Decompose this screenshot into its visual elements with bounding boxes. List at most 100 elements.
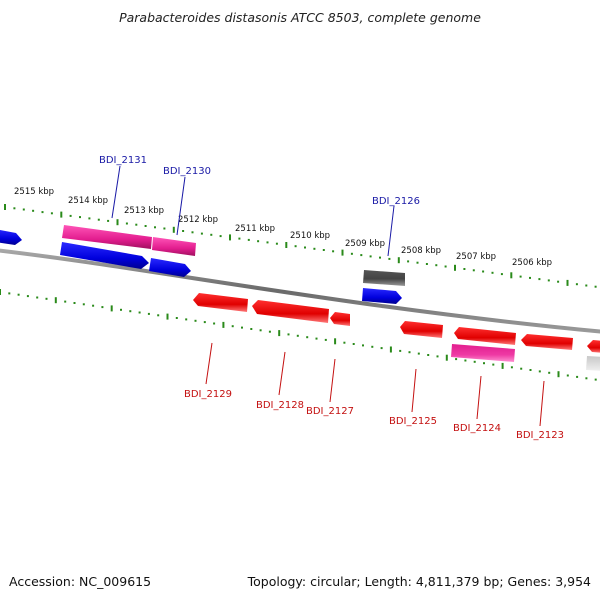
gene-label[interactable]: BDI_2127 <box>306 406 354 417</box>
red-cds-arrow[interactable] <box>252 300 329 323</box>
minor-tick <box>371 345 374 348</box>
gene-label[interactable]: BDI_2131 <box>99 155 147 166</box>
label-line <box>278 351 286 396</box>
gene-label[interactable]: BDI_2125 <box>389 416 437 427</box>
lower-tick-track <box>0 289 597 381</box>
minor-tick <box>352 343 355 345</box>
minor-tick <box>380 347 383 350</box>
minor-tick <box>92 304 95 307</box>
red-cds-arrow[interactable] <box>193 293 248 312</box>
pink-feature[interactable] <box>451 344 515 362</box>
red-cds-arrow[interactable] <box>454 327 516 345</box>
blue-cds-arrow[interactable] <box>362 288 402 304</box>
minor-tick <box>324 338 327 341</box>
minor-tick <box>69 214 72 217</box>
minor-tick <box>304 246 306 249</box>
major-tick <box>285 242 288 248</box>
major-tick <box>60 211 63 218</box>
minor-tick <box>575 283 578 286</box>
reverse-cds-track <box>193 293 600 353</box>
minor-tick <box>557 280 560 283</box>
minor-tick <box>88 217 91 220</box>
scale-labels: 2515 kbp 2514 kbp 2513 kbp 2512 kbp 2511… <box>14 187 552 268</box>
major-tick <box>278 330 281 337</box>
gene-label[interactable]: BDI_2126 <box>372 196 420 207</box>
gene-label[interactable]: BDI_2128 <box>256 400 304 411</box>
gene-labels-bottom: BDI_2129 BDI_2128 BDI_2127 BDI_2125 BDI_… <box>184 389 564 441</box>
gene-label[interactable]: BDI_2123 <box>516 430 564 441</box>
major-tick <box>501 362 504 369</box>
minor-tick <box>427 354 430 356</box>
forward-cds-track <box>0 229 402 304</box>
minor-tick <box>125 222 128 225</box>
minor-tick <box>416 261 419 264</box>
major-tick <box>557 371 560 378</box>
gray-feature[interactable] <box>363 270 405 286</box>
minor-tick <box>36 296 39 299</box>
major-tick <box>566 279 569 286</box>
blue-cds-arrow[interactable] <box>0 229 22 245</box>
minor-tick <box>32 209 35 212</box>
scale-label: 2514 kbp <box>68 196 108 206</box>
minor-tick <box>129 310 132 313</box>
minor-tick <box>231 325 234 328</box>
minor-tick <box>163 227 166 230</box>
label-line <box>111 165 121 219</box>
gene-label[interactable]: BDI_2124 <box>453 423 501 434</box>
label-line <box>539 380 545 427</box>
minor-tick <box>417 352 420 355</box>
minor-tick <box>219 235 222 238</box>
minor-tick <box>435 264 438 267</box>
major-tick <box>222 321 225 328</box>
gene-label[interactable]: BDI_2129 <box>184 389 232 400</box>
minor-tick <box>200 232 203 235</box>
minor-tick <box>594 378 597 381</box>
minor-tick <box>322 249 325 251</box>
major-tick <box>389 346 392 353</box>
minor-tick <box>238 237 241 240</box>
label-line <box>205 342 213 385</box>
minor-tick <box>407 260 410 263</box>
major-tick <box>341 249 344 256</box>
scale-label: 2506 kbp <box>512 258 552 268</box>
genome-summary-text: Topology: circular; Length: 4,811,379 bp… <box>247 574 591 589</box>
minor-tick <box>472 269 475 272</box>
red-cds-arrow[interactable] <box>330 312 350 326</box>
minor-tick <box>203 321 206 324</box>
pink-feature[interactable] <box>152 237 196 256</box>
minor-tick <box>408 351 411 354</box>
scale-label: 2509 kbp <box>345 239 385 249</box>
major-tick <box>0 289 1 295</box>
red-cds-arrow[interactable] <box>400 321 443 338</box>
red-cds-arrow[interactable] <box>521 334 573 350</box>
minor-tick <box>259 329 262 332</box>
map-title: Parabacteroides distasonis ATCC 8503, co… <box>119 10 481 25</box>
minor-tick <box>436 355 439 358</box>
major-tick <box>172 226 175 233</box>
major-tick <box>4 204 6 210</box>
scale-label: 2507 kbp <box>456 252 496 262</box>
major-tick <box>454 264 456 271</box>
minor-tick <box>492 363 495 366</box>
minor-tick <box>22 208 25 211</box>
minor-tick <box>268 330 271 333</box>
gray-feature[interactable] <box>586 356 600 371</box>
minor-tick <box>17 293 20 296</box>
minor-tick <box>491 271 494 274</box>
major-tick <box>510 272 513 279</box>
minor-tick <box>73 302 76 304</box>
minor-tick <box>548 371 551 374</box>
minor-tick <box>266 241 269 244</box>
upper-feature-track <box>62 225 405 286</box>
label-line <box>476 375 482 420</box>
pink-feature[interactable] <box>62 225 152 249</box>
gene-label[interactable]: BDI_2130 <box>163 166 211 177</box>
blue-cds-arrow[interactable] <box>60 242 149 269</box>
scale-label: 2513 kbp <box>124 206 164 216</box>
red-cds-arrow[interactable] <box>587 340 600 353</box>
scale-label: 2512 kbp <box>178 215 218 225</box>
lower-feature-track <box>451 344 600 371</box>
blue-cds-arrow[interactable] <box>149 258 191 277</box>
minor-tick <box>241 326 243 329</box>
